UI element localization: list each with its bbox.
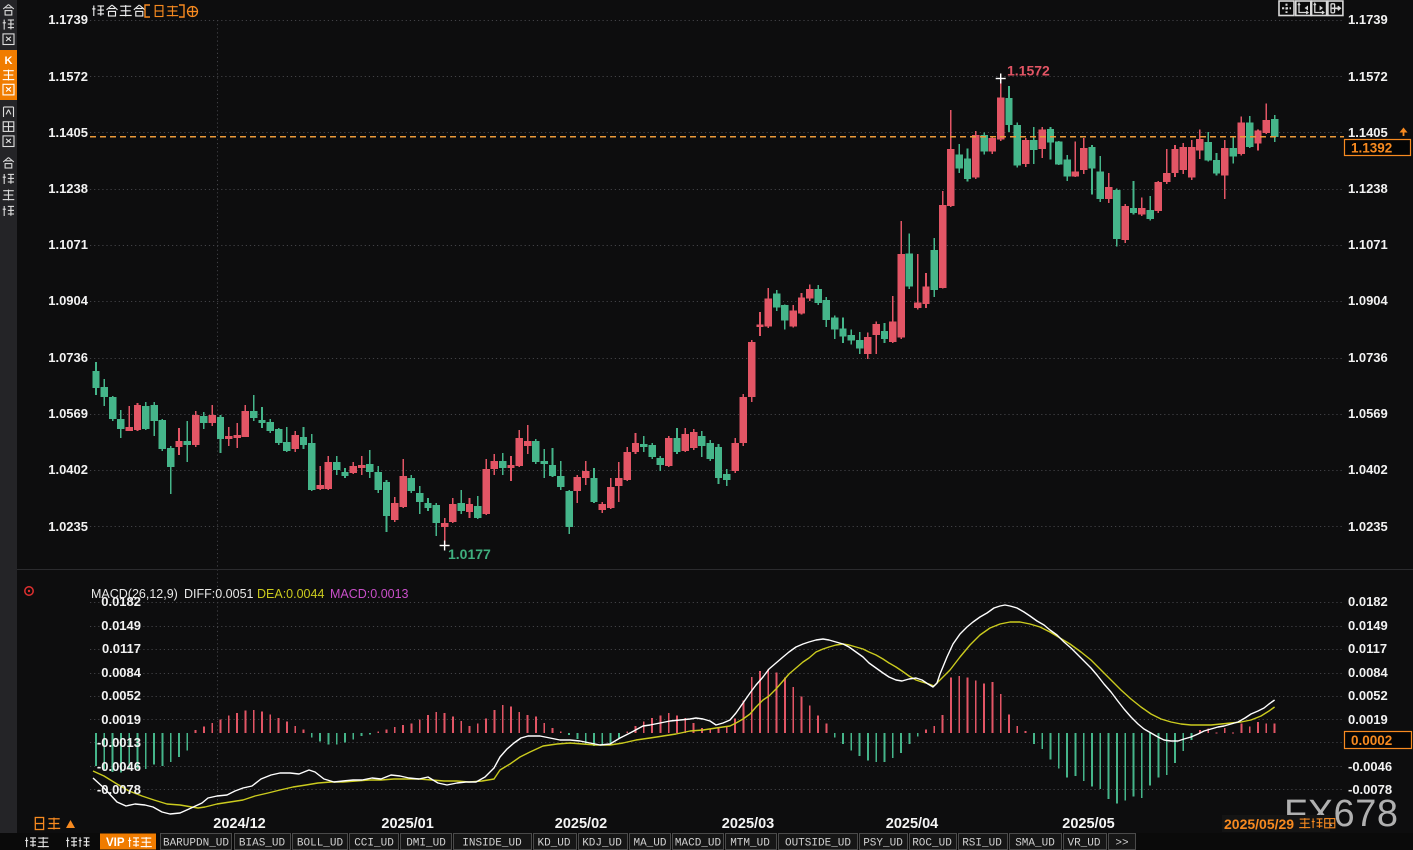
svg-text:MACD:0.0013: MACD:0.0013 — [330, 587, 409, 601]
svg-text:1.0736: 1.0736 — [1348, 350, 1388, 365]
svg-text:MTM_UD: MTM_UD — [730, 838, 770, 850]
svg-text:0.0182: 0.0182 — [1348, 594, 1388, 609]
svg-text:-0.0046: -0.0046 — [1348, 759, 1392, 774]
svg-text:1.1238: 1.1238 — [48, 181, 88, 196]
svg-text:1.0235: 1.0235 — [48, 519, 88, 534]
svg-text:KD_UD: KD_UD — [537, 838, 570, 850]
svg-text:CCI_UD: CCI_UD — [354, 838, 394, 850]
svg-text:0.0149: 0.0149 — [1348, 618, 1388, 633]
svg-text:0.0149: 0.0149 — [101, 618, 141, 633]
svg-text:1.0235: 1.0235 — [1348, 519, 1388, 534]
svg-text:0.0182: 0.0182 — [101, 594, 141, 609]
svg-text:MACD_UD: MACD_UD — [675, 838, 722, 850]
svg-text:VR_UD: VR_UD — [1067, 838, 1100, 850]
svg-text:2025/04: 2025/04 — [886, 816, 938, 832]
svg-text:2025/05: 2025/05 — [1062, 816, 1114, 832]
svg-text:MACD(26,12,9): MACD(26,12,9) — [91, 587, 178, 601]
svg-text:2025/03: 2025/03 — [722, 816, 774, 832]
svg-text:0.0084: 0.0084 — [1348, 665, 1389, 680]
svg-text:MA_UD: MA_UD — [633, 838, 666, 850]
svg-text:SMA_UD: SMA_UD — [1015, 838, 1055, 850]
svg-text:1.1572: 1.1572 — [48, 69, 88, 84]
svg-text:1.0736: 1.0736 — [48, 350, 88, 365]
svg-text:1.0569: 1.0569 — [48, 406, 88, 421]
svg-text:DIFF:0.0051: DIFF:0.0051 — [184, 587, 254, 601]
svg-text:K: K — [5, 55, 13, 67]
svg-text:0.0002: 0.0002 — [1351, 733, 1392, 748]
svg-text:BARUPDN_UD: BARUPDN_UD — [163, 838, 229, 850]
svg-text:0.0052: 0.0052 — [1348, 688, 1388, 703]
svg-text:1.0177: 1.0177 — [448, 546, 491, 562]
svg-text:1.1071: 1.1071 — [48, 237, 88, 252]
svg-text:0.0019: 0.0019 — [101, 712, 141, 727]
svg-text:KDJ_UD: KDJ_UD — [582, 838, 622, 850]
svg-text:BOLL_UD: BOLL_UD — [297, 838, 344, 850]
svg-text:0.0117: 0.0117 — [102, 641, 141, 656]
svg-text:BIAS_UD: BIAS_UD — [239, 838, 286, 850]
svg-text:-0.0013: -0.0013 — [97, 735, 141, 750]
svg-text:DEA:0.0044: DEA:0.0044 — [257, 587, 324, 601]
svg-text:0.0084: 0.0084 — [101, 665, 142, 680]
svg-text:1.1405: 1.1405 — [1348, 125, 1388, 140]
svg-text:1.0569: 1.0569 — [1348, 406, 1388, 421]
svg-text:1.1572: 1.1572 — [1348, 69, 1388, 84]
svg-text:2025/02: 2025/02 — [555, 816, 607, 832]
svg-text:2024/12: 2024/12 — [213, 816, 265, 832]
svg-text:RSI_UD: RSI_UD — [962, 838, 1002, 850]
svg-text:OUTSIDE_UD: OUTSIDE_UD — [785, 838, 851, 850]
svg-text:1.0904: 1.0904 — [48, 293, 89, 308]
svg-text:PSY_UD: PSY_UD — [863, 838, 903, 850]
svg-text:1.1739: 1.1739 — [48, 12, 88, 27]
svg-text:0.0117: 0.0117 — [1348, 641, 1387, 656]
svg-text:VIP: VIP — [106, 837, 125, 849]
svg-text:1.1238: 1.1238 — [1348, 181, 1388, 196]
svg-text:2025/05/29: 2025/05/29 — [1224, 816, 1294, 832]
svg-text:1.1572: 1.1572 — [1007, 63, 1050, 79]
svg-text:1.1739: 1.1739 — [1348, 12, 1388, 27]
svg-text:INSIDE_UD: INSIDE_UD — [462, 838, 522, 850]
svg-text:-0.0078: -0.0078 — [1348, 782, 1392, 797]
svg-text:ROC_UD: ROC_UD — [912, 838, 952, 850]
svg-text:0.0052: 0.0052 — [101, 688, 141, 703]
svg-text:>>: >> — [1115, 838, 1128, 850]
svg-text:2025/01: 2025/01 — [381, 816, 433, 832]
svg-text:-0.0046: -0.0046 — [97, 759, 141, 774]
svg-text:1.1071: 1.1071 — [1348, 237, 1388, 252]
svg-text:1.0402: 1.0402 — [48, 462, 88, 477]
svg-text:1.1405: 1.1405 — [48, 125, 88, 140]
svg-text:1.0402: 1.0402 — [1348, 462, 1388, 477]
svg-text:0.0019: 0.0019 — [1348, 712, 1388, 727]
svg-text:1.1392: 1.1392 — [1351, 141, 1392, 156]
svg-text:1.0904: 1.0904 — [1348, 293, 1389, 308]
svg-text:-0.0078: -0.0078 — [97, 782, 141, 797]
svg-text:DMI_UD: DMI_UD — [406, 838, 446, 850]
